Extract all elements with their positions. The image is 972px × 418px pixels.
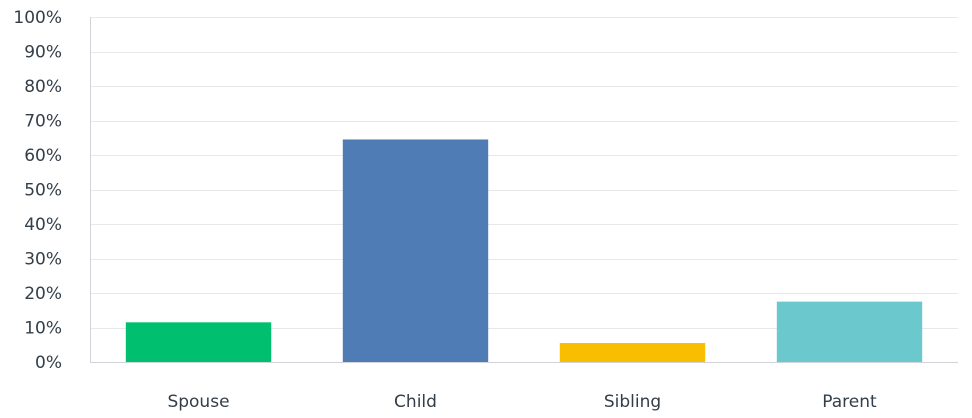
x-tick-label-parent: Parent: [822, 392, 877, 412]
bar-child[interactable]: [342, 139, 489, 362]
y-tick-label: 80%: [24, 77, 62, 97]
y-tick-label: 30%: [24, 250, 62, 270]
x-tick-label-spouse: Spouse: [167, 392, 229, 412]
y-tick-label: 70%: [24, 112, 62, 132]
y-tick-label: 20%: [24, 284, 62, 304]
bar-sibling[interactable]: [559, 343, 706, 362]
bar-parent[interactable]: [776, 301, 923, 362]
y-tick-label: 90%: [24, 43, 62, 63]
x-tick-label-sibling: Sibling: [604, 392, 661, 412]
y-tick-label: 60%: [24, 146, 62, 166]
bar-spouse[interactable]: [125, 322, 272, 362]
y-tick-label: 50%: [24, 181, 62, 201]
y-tick-label: 10%: [24, 319, 62, 339]
y-tick-label: 100%: [13, 8, 62, 28]
y-tick-label: 40%: [24, 215, 62, 235]
x-tick-label-child: Child: [394, 392, 437, 412]
y-tick-label: 0%: [35, 353, 62, 373]
x-axis: Spouse Child Sibling Parent: [90, 17, 958, 412]
y-axis-ticks: 0% 10% 20% 30% 40% 50% 60% 70% 80% 90% 100%: [13, 8, 62, 373]
bars: [125, 139, 923, 362]
gridlines: [90, 17, 958, 329]
